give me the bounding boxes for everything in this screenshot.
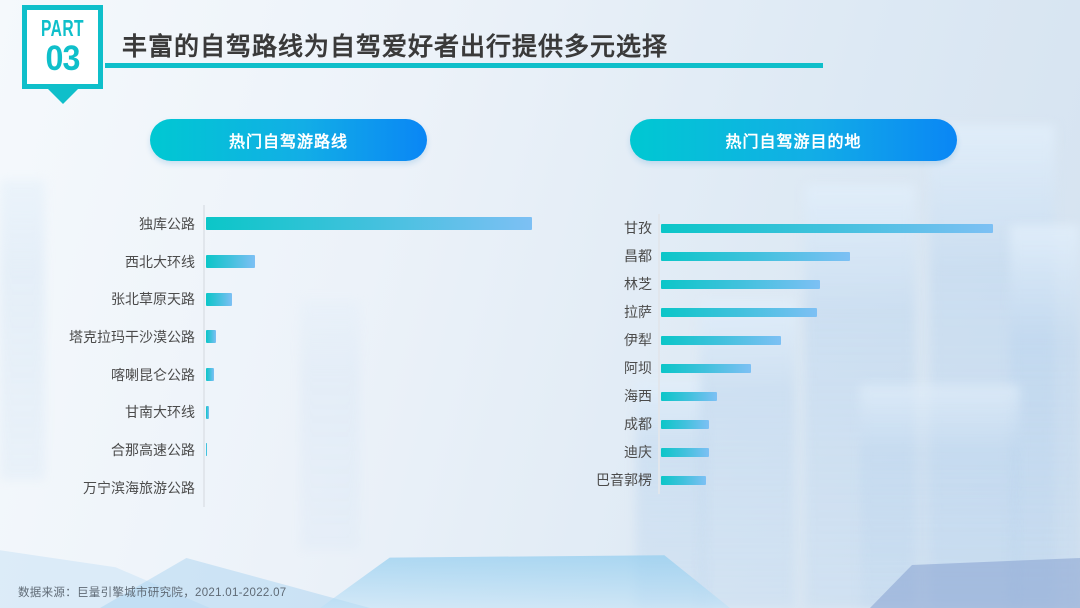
routes-bar-chart: 独库公路西北大环线张北草原天路塔克拉玛干沙漠公路喀喇昆仑公路甘南大环线合那高速公…	[66, 205, 552, 507]
bar-track	[203, 318, 552, 356]
bar-track	[203, 242, 552, 281]
bar-track	[658, 214, 1011, 242]
value-bar	[661, 447, 710, 457]
category-label: 伊犁	[624, 332, 652, 348]
chart-row: 巴音郭楞	[581, 466, 1011, 494]
category-label: 海西	[624, 388, 652, 404]
category-label: 张北草原天路	[111, 291, 195, 308]
part-badge: PART 03	[22, 5, 103, 89]
category-label: 巴音郭楞	[596, 472, 652, 488]
page-title: 丰富的自驾路线为自驾爱好者出行提供多元选择	[122, 33, 669, 61]
value-bar	[206, 217, 532, 231]
bar-track	[203, 280, 552, 319]
value-bar	[661, 475, 706, 485]
bar-track	[203, 393, 552, 432]
category-label: 迪庆	[624, 444, 652, 460]
value-bar	[661, 279, 821, 289]
value-bar	[661, 307, 817, 317]
chart-row: 伊犁	[581, 326, 1011, 354]
bar-track	[203, 468, 552, 507]
category-label: 甘孜	[624, 220, 652, 236]
category-label: 独库公路	[139, 215, 195, 232]
value-bar	[661, 223, 993, 233]
chart-row: 甘孜	[581, 214, 1011, 242]
value-bar	[661, 363, 751, 373]
value-bar	[661, 391, 718, 401]
chart-row: 合那高速公路	[66, 431, 552, 469]
value-bar	[206, 330, 216, 344]
building-shape	[0, 180, 45, 480]
bar-track	[203, 355, 552, 394]
chart-row: 甘南大环线	[66, 393, 552, 432]
chart-row: 万宁滨海旅游公路	[66, 468, 552, 507]
bar-track	[203, 205, 552, 243]
bar-track	[658, 466, 1011, 494]
building-shape	[1010, 225, 1080, 608]
bar-track	[658, 354, 1011, 382]
chart-row: 昌都	[581, 242, 1011, 270]
destinations-bar-chart: 甘孜昌都林芝拉萨伊犁阿坝海西成都迪庆巴音郭楞	[581, 214, 1011, 494]
bar-track	[658, 298, 1011, 326]
part-number: 03	[45, 38, 81, 78]
chart-row: 成都	[581, 410, 1011, 438]
category-label: 万宁滨海旅游公路	[83, 479, 195, 496]
chart-row: 张北草原天路	[66, 280, 552, 319]
section-pill-routes: 热门自驾游路线	[150, 119, 427, 161]
bar-track	[658, 438, 1011, 466]
chart-row: 迪庆	[581, 438, 1011, 466]
value-bar	[661, 251, 851, 261]
value-bar	[206, 405, 209, 419]
category-label: 喀喇昆仑公路	[111, 366, 195, 383]
chart-row: 阿坝	[581, 354, 1011, 382]
category-label: 塔克拉玛干沙漠公路	[69, 328, 195, 345]
category-label: 拉萨	[624, 304, 652, 320]
data-source-note: 数据来源：巨量引擎城市研究院，2021.01-2022.07	[18, 587, 287, 599]
bar-track	[658, 326, 1011, 354]
category-label: 成都	[624, 416, 652, 432]
chart-row: 拉萨	[581, 298, 1011, 326]
section-pill-destinations: 热门自驾游目的地	[630, 119, 957, 161]
category-label: 林芝	[624, 276, 652, 292]
section-pill-destinations-label: 热门自驾游目的地	[725, 134, 862, 151]
value-bar	[206, 255, 255, 269]
value-bar	[206, 443, 207, 457]
category-label: 阿坝	[624, 360, 652, 376]
value-bar	[661, 335, 781, 345]
bar-track	[658, 270, 1011, 298]
chart-row: 海西	[581, 382, 1011, 410]
bar-track	[203, 431, 552, 469]
value-bar	[206, 292, 233, 306]
bottom-polygon	[320, 555, 730, 608]
bar-track	[658, 242, 1011, 270]
chart-row: 西北大环线	[66, 242, 552, 281]
bottom-polygon	[870, 558, 1080, 608]
title-underline	[105, 63, 823, 68]
bar-track	[658, 410, 1011, 438]
chart-row: 塔克拉玛干沙漠公路	[66, 318, 552, 356]
category-label: 合那高速公路	[111, 441, 195, 458]
category-label: 西北大环线	[125, 253, 195, 270]
badge-tail-triangle	[46, 87, 80, 104]
value-bar	[661, 419, 710, 429]
category-label: 昌都	[624, 248, 652, 264]
category-label: 甘南大环线	[125, 404, 195, 421]
bar-track	[658, 382, 1011, 410]
chart-row: 林芝	[581, 270, 1011, 298]
chart-row: 喀喇昆仑公路	[66, 355, 552, 394]
part-label: PART	[41, 15, 84, 42]
section-pill-routes-label: 热门自驾游路线	[228, 134, 348, 151]
chart-row: 独库公路	[66, 205, 552, 243]
value-bar	[206, 368, 215, 382]
